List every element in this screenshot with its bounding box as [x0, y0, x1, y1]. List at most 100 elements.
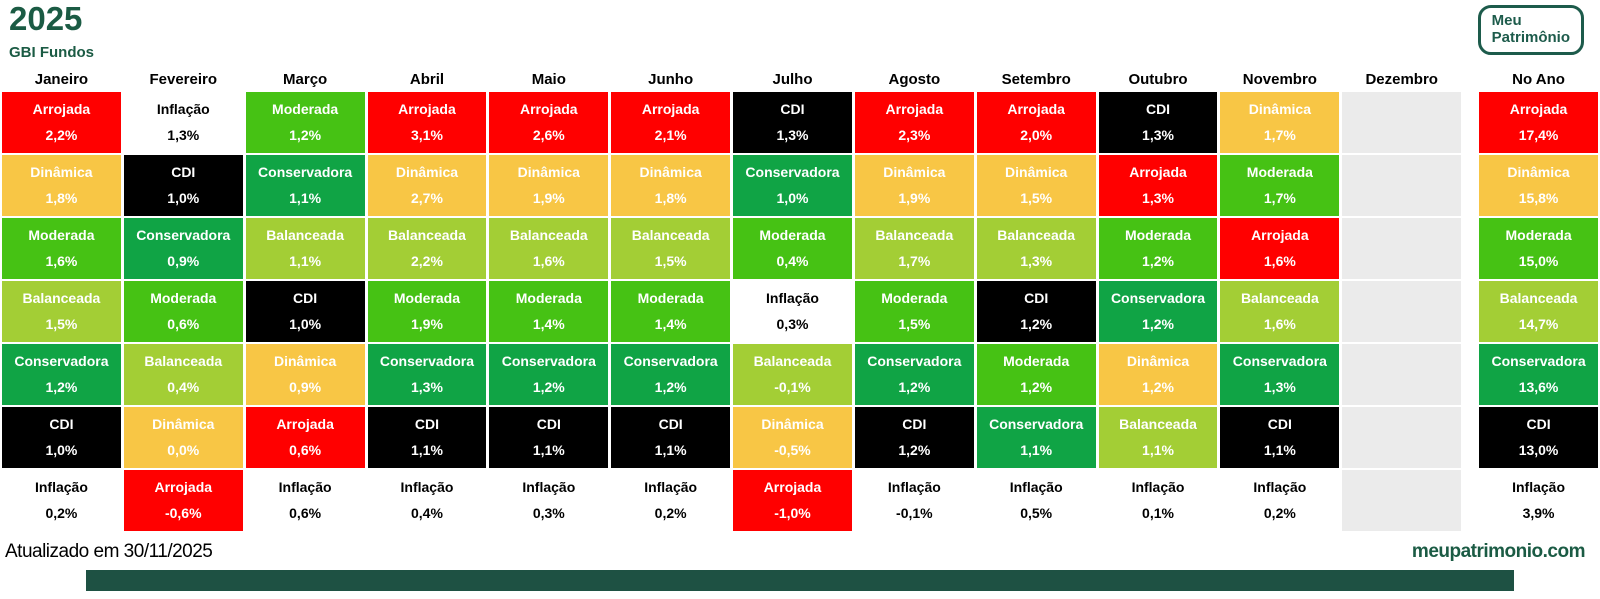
fund-name: Moderada	[881, 290, 948, 307]
fund-return-value: 2,1%	[654, 126, 687, 143]
returns-table: Janeiro Arrojada 2,2% Dinâmica 1,8% Moderada 1…	[0, 66, 1600, 533]
fund-return-value: -0,1%	[896, 504, 933, 521]
empty-cell	[1342, 92, 1462, 153]
fund-name: Arrojada	[276, 416, 334, 433]
website-link[interactable]: meupatrimonio.com	[1411, 540, 1586, 562]
return-cell: Arrojada 0,6%	[245, 407, 365, 468]
subtitle: GBI Fundos	[9, 44, 94, 61]
fund-return-value: 1,8%	[45, 189, 78, 206]
return-cell: Inflação 0,3%	[489, 470, 609, 531]
fund-name: Inflação	[766, 290, 819, 307]
fund-name: Inflação	[156, 101, 210, 118]
fund-name: Inflação	[1512, 479, 1565, 496]
fund-name: Arrojada	[398, 101, 456, 118]
return-cell: Moderada 1,7%	[1220, 155, 1340, 216]
fund-return-value: 1,3%	[1263, 378, 1296, 395]
fund-return-value: 1,5%	[45, 315, 78, 332]
fund-return-value: -1,0%	[774, 504, 811, 521]
column-No Ano: No Ano Arrojada 17,4% Dinâmica 15,8% Moderada…	[1479, 66, 1598, 533]
fund-name: Inflação	[1009, 479, 1063, 496]
column-header: Junho	[648, 70, 694, 88]
return-cell: CDI 1,1%	[489, 407, 609, 468]
fund-return-value: 1,5%	[898, 315, 931, 332]
return-cell: Balanceada 14,7%	[1479, 281, 1598, 342]
column-Maio: Maio Arrojada 2,6% Dinâmica 1,9% Balanceada 1,…	[489, 66, 609, 533]
fund-return-value: 1,2%	[1142, 252, 1174, 269]
fund-return-value: 1,9%	[410, 315, 443, 332]
fund-return-value: 2,6%	[532, 126, 565, 143]
fund-name: Dinâmica	[273, 353, 337, 370]
fund-name: Dinâmica	[395, 164, 459, 181]
return-cell: Balanceada 1,5%	[611, 218, 731, 279]
fund-return-value: 0,1%	[1142, 504, 1174, 521]
fund-name: Arrojada	[763, 479, 822, 496]
column-header: Janeiro	[34, 70, 89, 88]
fund-return-value: 0,6%	[289, 504, 322, 521]
fund-return-value: 0,6%	[289, 441, 322, 458]
fund-return-value: 1,2%	[1020, 378, 1053, 395]
fund-name: Dinâmica	[1005, 164, 1068, 181]
return-cell: Dinâmica 15,8%	[1479, 155, 1598, 216]
fund-name: Inflação	[1253, 479, 1307, 496]
bottom-bar	[86, 570, 1514, 591]
return-cell: Moderada 0,6%	[123, 281, 243, 342]
fund-return-value: 1,1%	[289, 252, 322, 269]
fund-name: Arrojada	[1129, 164, 1187, 181]
fund-name: Inflação	[400, 479, 454, 496]
column-header: Agosto	[888, 70, 941, 88]
fund-return-value: 0,5%	[1020, 504, 1053, 521]
return-cell: Balanceada 1,6%	[489, 218, 609, 279]
fund-name: Inflação	[278, 479, 332, 496]
fund-name: CDI	[171, 164, 196, 181]
return-cell: Inflação 0,3%	[733, 281, 852, 342]
fund-name: Balanceada	[266, 227, 345, 244]
return-cell: Balanceada 1,3%	[976, 218, 1096, 279]
fund-name: Inflação	[522, 479, 576, 496]
fund-name: Moderada	[515, 290, 582, 307]
return-cell: CDI 1,0%	[245, 281, 365, 342]
fund-name: CDI	[49, 416, 74, 433]
return-cell: Moderada 1,6%	[2, 218, 121, 279]
return-cell: Conservadora 1,2%	[1098, 281, 1218, 342]
return-cell: Conservadora 1,2%	[854, 344, 974, 405]
fund-return-value: 0,4%	[410, 504, 443, 521]
return-cell: Arrojada 3,1%	[367, 92, 487, 153]
return-cell: Dinâmica 0,0%	[123, 407, 243, 468]
fund-return-value: 1,3%	[776, 126, 809, 143]
fund-return-value: 0,9%	[289, 378, 322, 395]
fund-name: Conservadora	[1110, 290, 1206, 307]
fund-name: CDI	[1526, 416, 1551, 433]
column-Julho: Julho CDI 1,3% Conservadora 1,0% Moderada 0,4%…	[733, 66, 852, 533]
return-cell: CDI 1,2%	[854, 407, 974, 468]
fund-return-value: 1,1%	[1263, 441, 1296, 458]
fund-return-value: 1,2%	[289, 126, 322, 143]
fund-name: Dinâmica	[517, 164, 580, 181]
fund-return-value: 0,0%	[167, 441, 200, 458]
return-cell: Arrojada 2,3%	[854, 92, 974, 153]
column-Janeiro: Janeiro Arrojada 2,2% Dinâmica 1,8% Moderada 1…	[2, 66, 121, 533]
return-cell: Inflação 0,2%	[2, 470, 121, 531]
fund-name: Dinâmica	[761, 416, 824, 433]
header: 2025 GBI Fundos Meu Patrimônio	[0, 0, 1600, 66]
return-cell: Conservadora 0,9%	[123, 218, 243, 279]
return-cell: Conservadora 1,2%	[489, 344, 609, 405]
fund-name: Conservadora	[1491, 353, 1586, 370]
fund-return-value: 0,2%	[45, 504, 78, 521]
fund-name: Balanceada	[997, 227, 1076, 244]
empty-cell	[1342, 344, 1462, 405]
fund-return-value: 1,1%	[289, 189, 322, 206]
fund-return-value: 1,2%	[898, 441, 931, 458]
fund-return-value: 0,4%	[167, 378, 200, 395]
fund-return-value: 1,0%	[776, 189, 809, 206]
fund-name: CDI	[293, 290, 318, 307]
fund-name: Balanceada	[388, 227, 466, 244]
return-cell: CDI 1,1%	[367, 407, 487, 468]
fund-return-value: 0,9%	[167, 252, 200, 269]
return-cell: Balanceada 1,5%	[2, 281, 121, 342]
empty-cell	[1342, 155, 1462, 216]
page-title: 2025	[9, 0, 83, 37]
fund-return-value: 1,3%	[1142, 189, 1174, 206]
return-cell: Inflação 3,9%	[1479, 470, 1598, 531]
return-cell: Inflação 0,6%	[245, 470, 365, 531]
fund-name: Balanceada	[631, 227, 710, 244]
